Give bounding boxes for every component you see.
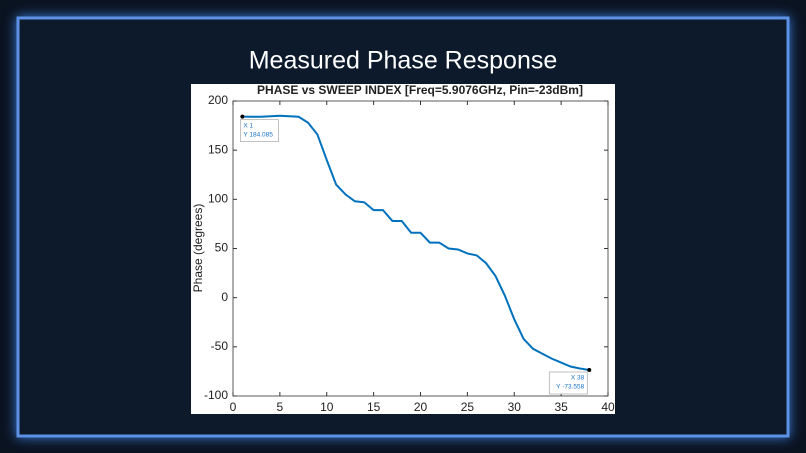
y-tick-label: 200 xyxy=(208,93,228,107)
datatip-text: X 1 xyxy=(243,122,253,129)
y-tick-label: -50 xyxy=(211,339,229,353)
datatip-box xyxy=(240,119,279,142)
x-tick-label: 10 xyxy=(320,400,334,414)
y-tick-label: 50 xyxy=(215,241,229,255)
x-tick-label: 15 xyxy=(367,400,381,414)
datatip-marker xyxy=(240,114,245,119)
x-tick-label: 40 xyxy=(601,400,615,414)
x-tick-label: 25 xyxy=(461,400,475,414)
y-tick-label: 0 xyxy=(221,290,228,304)
datatip-text: Y -73.558 xyxy=(556,384,584,391)
data-line xyxy=(242,114,590,371)
x-tick-label: 0 xyxy=(230,400,237,414)
x-tick-label: 20 xyxy=(414,400,428,414)
datatip-text: X 38 xyxy=(571,375,585,382)
x-tick-label: 35 xyxy=(554,400,568,414)
y-tick-label: 100 xyxy=(208,192,228,206)
y-axis-label: Phase (degrees) xyxy=(191,204,205,293)
chart-title: PHASE vs SWEEP INDEX [Freq=5.9076GHz, Pi… xyxy=(257,83,583,97)
datatip-box xyxy=(548,371,588,395)
slide-title: Measured Phase Response xyxy=(249,47,558,75)
y-tick-label: 150 xyxy=(208,142,228,156)
datatip-marker xyxy=(587,367,592,372)
y-tick-label: -100 xyxy=(204,388,228,402)
x-tick-label: 30 xyxy=(508,400,522,414)
datatip-text: Y 184.085 xyxy=(243,131,273,138)
x-tick-label: 5 xyxy=(277,400,284,414)
